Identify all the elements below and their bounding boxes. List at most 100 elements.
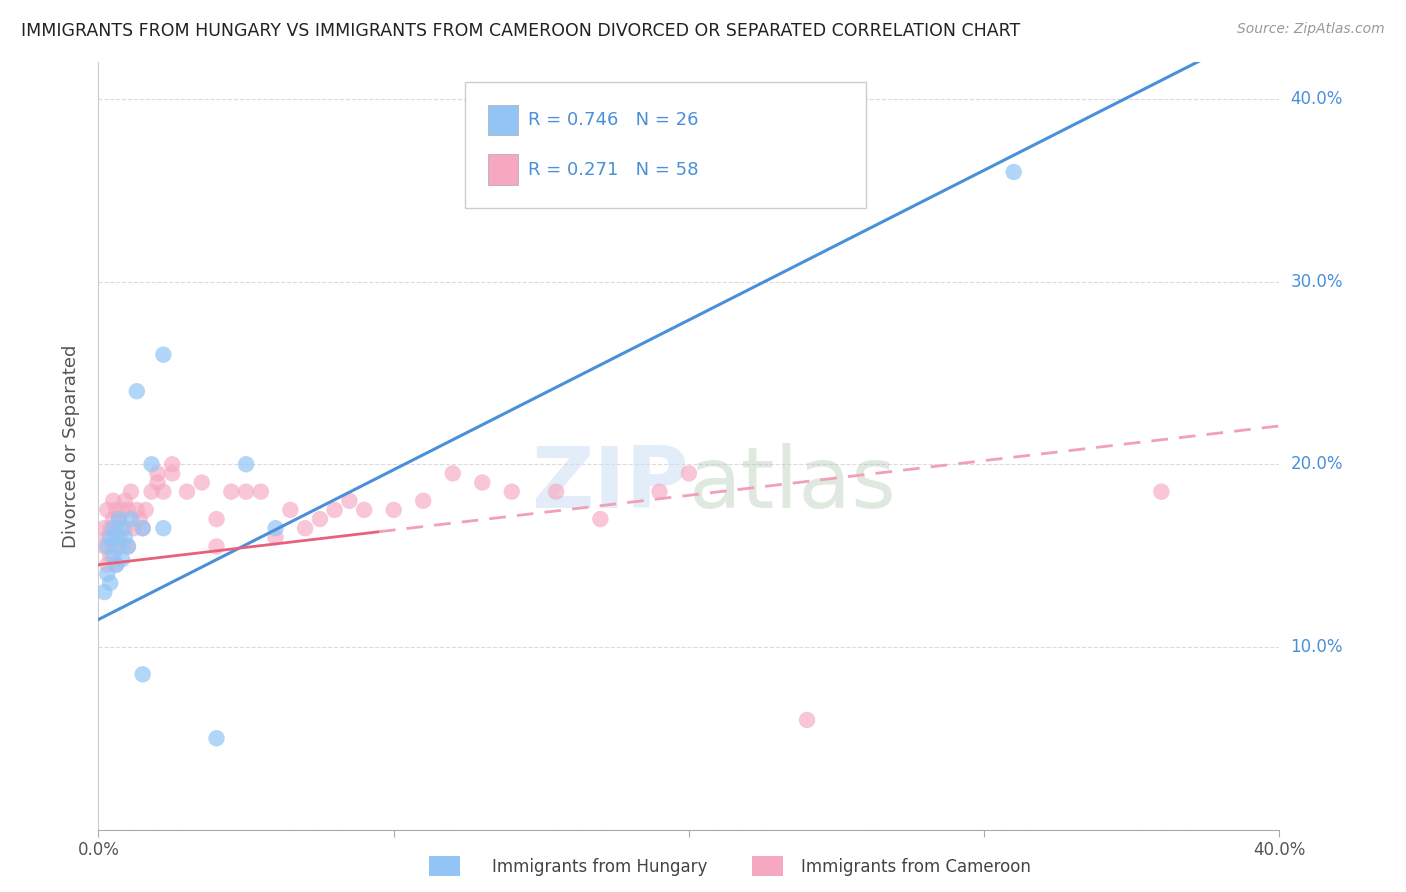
Text: 20.0%: 20.0% — [1291, 455, 1343, 474]
Point — [339, 493, 361, 508]
Point — [280, 503, 302, 517]
Point — [128, 512, 150, 526]
Text: Immigrants from Hungary: Immigrants from Hungary — [492, 858, 707, 876]
Point — [205, 731, 228, 746]
Point — [264, 521, 287, 535]
Point — [146, 467, 169, 481]
Point — [546, 484, 568, 499]
Point — [96, 558, 118, 572]
Point — [105, 521, 128, 535]
Point — [96, 503, 118, 517]
Point — [353, 503, 375, 517]
Point — [221, 484, 243, 499]
Point — [105, 558, 128, 572]
Point — [114, 493, 136, 508]
Point — [309, 512, 332, 526]
Point — [471, 475, 494, 490]
Point — [117, 540, 139, 554]
Point — [141, 457, 163, 471]
Point — [114, 530, 136, 544]
Point — [235, 484, 257, 499]
Point — [250, 484, 273, 499]
Point — [96, 566, 118, 581]
Text: IMMIGRANTS FROM HUNGARY VS IMMIGRANTS FROM CAMEROON DIVORCED OR SEPARATED CORREL: IMMIGRANTS FROM HUNGARY VS IMMIGRANTS FR… — [21, 22, 1021, 40]
Text: atlas: atlas — [689, 442, 897, 526]
FancyBboxPatch shape — [488, 154, 517, 186]
Point — [152, 484, 174, 499]
Point — [103, 540, 125, 554]
Point — [176, 484, 198, 499]
Text: Source: ZipAtlas.com: Source: ZipAtlas.com — [1237, 22, 1385, 37]
Point — [235, 457, 257, 471]
Point — [108, 530, 131, 544]
Point — [105, 530, 128, 544]
Point — [103, 521, 125, 535]
Text: ZIP: ZIP — [531, 442, 689, 526]
Text: 40.0%: 40.0% — [1291, 90, 1343, 108]
Point — [103, 493, 125, 508]
Point — [1150, 484, 1173, 499]
Point — [152, 348, 174, 362]
Point — [108, 512, 131, 526]
Point — [125, 384, 148, 399]
Point — [120, 512, 142, 526]
Point — [93, 585, 115, 599]
Point — [132, 521, 155, 535]
Point — [501, 484, 523, 499]
Point — [103, 512, 125, 526]
Point — [132, 667, 155, 681]
Point — [796, 713, 818, 727]
Point — [323, 503, 346, 517]
Point — [678, 467, 700, 481]
Point — [412, 493, 434, 508]
Text: 10.0%: 10.0% — [1291, 638, 1343, 656]
Text: R = 0.746   N = 26: R = 0.746 N = 26 — [529, 111, 699, 129]
Point — [105, 558, 128, 572]
Text: R = 0.271   N = 58: R = 0.271 N = 58 — [529, 161, 699, 178]
Point — [103, 549, 125, 563]
Point — [120, 484, 142, 499]
Point — [162, 457, 183, 471]
Point — [96, 540, 118, 554]
Point — [96, 530, 118, 544]
Point — [382, 503, 405, 517]
Point — [589, 512, 612, 526]
Point — [122, 521, 145, 535]
Point — [98, 549, 121, 563]
Point — [111, 503, 134, 517]
Text: 30.0%: 30.0% — [1291, 273, 1343, 291]
Point — [117, 503, 139, 517]
Point — [205, 512, 228, 526]
Point — [294, 521, 316, 535]
Point — [93, 521, 115, 535]
Point — [108, 540, 131, 554]
Point — [141, 484, 163, 499]
Point — [108, 512, 131, 526]
Point — [98, 576, 121, 591]
Point — [125, 503, 148, 517]
Point — [111, 521, 134, 535]
Point — [146, 475, 169, 490]
Point — [132, 521, 155, 535]
FancyBboxPatch shape — [464, 82, 866, 208]
Point — [191, 475, 214, 490]
Point — [98, 530, 121, 544]
Point — [114, 521, 136, 535]
Y-axis label: Divorced or Separated: Divorced or Separated — [62, 344, 80, 548]
Point — [205, 540, 228, 554]
FancyBboxPatch shape — [488, 104, 517, 136]
Point — [111, 540, 134, 554]
Point — [648, 484, 671, 499]
Point — [135, 503, 157, 517]
Point — [264, 530, 287, 544]
Point — [162, 467, 183, 481]
Point — [1002, 165, 1025, 179]
Point — [111, 552, 134, 566]
Text: Immigrants from Cameroon: Immigrants from Cameroon — [801, 858, 1031, 876]
Point — [441, 467, 464, 481]
Point — [98, 521, 121, 535]
Point — [117, 540, 139, 554]
Point — [105, 503, 128, 517]
Point — [93, 540, 115, 554]
Point — [152, 521, 174, 535]
